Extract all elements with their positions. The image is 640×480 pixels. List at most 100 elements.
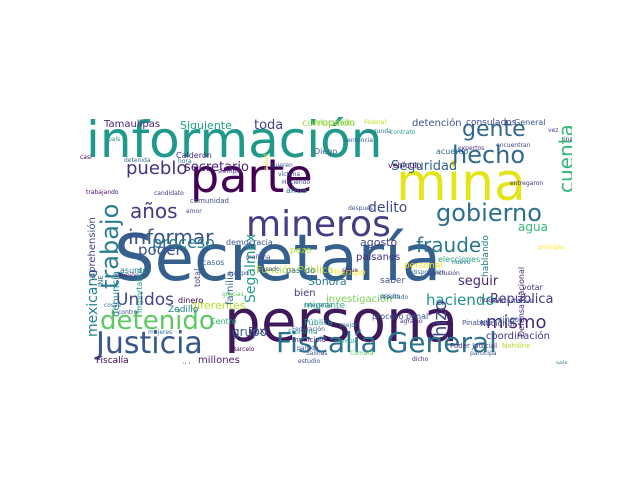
word: hora [178,158,192,165]
word: Fiscalía [96,356,129,365]
word: entregaron [510,180,544,187]
word: saber [380,276,406,286]
word: grupo [232,325,268,339]
word: parte [190,149,313,203]
word: Seguridad [391,159,458,174]
word: detenida [124,157,151,164]
word: casi [80,154,92,161]
word: proceso penal [372,312,429,321]
word: Calderón [176,151,212,160]
word: vinculado [316,118,355,127]
word: investigación [326,294,393,305]
word: estudio [298,358,321,365]
word-cloud: Secretaría persona información mina part… [78,117,572,364]
word: migrante [304,301,345,311]
word: quieren [270,162,293,169]
word: Sonora [308,275,347,288]
word: cinco [498,315,519,324]
word: prisión [380,293,401,300]
word: fraude [416,233,482,257]
word: país [108,136,121,143]
word: haciendo [426,291,495,309]
word: Pinabete [462,319,493,327]
word: mineros [246,204,391,245]
word: arma [286,186,307,195]
word: sentencia [344,137,374,144]
word: municipio [292,336,327,344]
word: conclusión [428,270,460,277]
word: hecho [452,141,526,169]
word: importante [135,268,144,313]
word: seis [556,360,568,365]
word: ejemplo [334,338,359,345]
word: años [130,199,178,223]
word: mejor [340,322,358,329]
word: persona [224,287,459,355]
word: encuentran [496,142,531,149]
word: agravio [400,318,423,325]
word: bien [294,288,316,299]
word: Economía [288,329,318,336]
word: principio [538,244,564,251]
word: Diego [314,147,338,156]
word: elecciones [438,255,481,264]
word: tiempo [334,268,366,278]
word: Haciendo [282,179,311,186]
word: mina [396,153,526,213]
word: candidato [154,190,184,197]
word: incluso [564,136,572,143]
word: reunión [116,272,139,279]
word: Fiscalía General [276,326,497,359]
word: paisanos [356,252,401,263]
word: Salinas [306,350,328,357]
word: Federal [364,119,387,126]
word: segunda [366,128,392,135]
word: Poder Judicial [450,342,498,350]
word: amor [186,208,202,215]
word: seguir [458,274,499,289]
word: democracia [226,238,273,247]
word: agosto [360,236,398,249]
word: General [514,118,546,127]
word: INE [97,275,105,287]
word: nuevo [452,259,471,266]
word: Función Pública [256,265,334,276]
word: disposición [412,269,446,276]
word: poder [138,241,182,259]
word: mismo [486,312,547,333]
word: informar [128,225,214,249]
word: Secretaría [114,222,442,296]
word: vez [548,127,559,134]
word: licencia [480,297,503,304]
word: mujeres [148,329,173,336]
word: hizo [430,300,451,337]
word: asunto [120,266,148,275]
word: pasado [258,266,280,273]
word: Justicia [96,326,203,361]
word: millones [198,355,240,365]
word: vehículo [388,161,422,170]
word: aprehensión [87,217,98,279]
word: mañana [246,254,271,261]
word: contrato [390,129,416,136]
word: toda [254,118,284,133]
word: después [348,205,374,212]
word: relevante [304,302,333,309]
word: dicho [412,356,429,363]
word: partido [297,345,319,352]
word: diferentes [190,299,246,312]
word: personal [404,261,443,271]
word: cuenta [554,124,572,193]
word: coordinación [486,331,550,342]
word: pueblo [126,158,188,179]
word: Tamaulipas [104,119,161,130]
word: gobierno [436,199,542,227]
word: República [490,292,554,307]
word: total [193,268,202,287]
word: cuerpo [228,270,249,277]
word: posible [170,363,195,365]
word: gracias [222,291,244,298]
word: participa [470,350,497,357]
word: pozo [290,246,312,256]
word: pasado [286,266,316,275]
